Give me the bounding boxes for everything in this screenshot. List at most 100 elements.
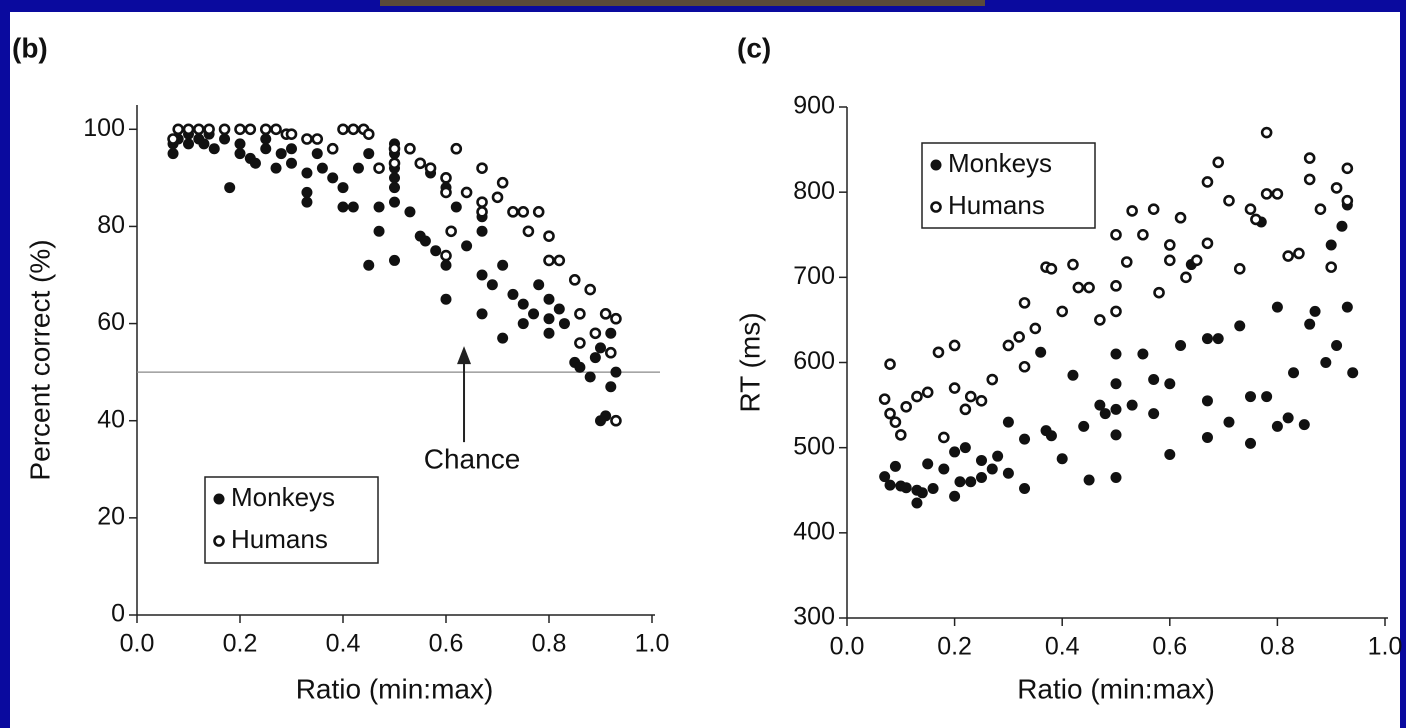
marker-filled <box>373 201 385 213</box>
marker-filled <box>213 493 225 505</box>
marker-filled <box>528 308 540 320</box>
marker-filled <box>1056 453 1068 465</box>
marker-open <box>889 416 902 428</box>
marker-open <box>1260 188 1273 200</box>
marker-filled <box>938 463 950 475</box>
marker-filled <box>389 196 400 208</box>
marker-open <box>1341 162 1354 175</box>
marker-open <box>1018 297 1031 309</box>
marker-open <box>610 312 622 325</box>
marker-filled <box>922 458 934 470</box>
marker-filled <box>1019 483 1031 495</box>
panel-label: (b) <box>12 32 48 63</box>
marker-filled <box>1309 305 1321 317</box>
legend-box <box>921 142 1096 229</box>
marker-open <box>604 346 617 359</box>
marker-filled <box>1245 437 1256 449</box>
y-tick-label: 300 <box>793 603 835 631</box>
marker-open <box>1045 263 1058 275</box>
marker-open <box>440 186 452 199</box>
marker-filled <box>404 206 416 218</box>
marker-open <box>921 386 934 399</box>
marker-filled <box>1282 412 1294 424</box>
x-tick-label: 0.8 <box>532 630 567 658</box>
marker-filled <box>450 201 462 213</box>
marker-open <box>460 186 473 199</box>
marker-open <box>1018 360 1031 373</box>
marker-open <box>553 254 566 267</box>
marker-open <box>986 373 999 386</box>
marker-open <box>445 225 457 238</box>
marker-open <box>532 206 545 218</box>
y-tick-label: 40 <box>97 405 125 433</box>
marker-open <box>404 142 416 155</box>
y-tick-label: 500 <box>793 432 835 460</box>
x-tick-label: 0.4 <box>326 630 361 658</box>
marker-open <box>964 390 977 403</box>
marker-open <box>1330 182 1343 194</box>
marker-filled <box>986 463 998 475</box>
marker-filled <box>916 487 928 499</box>
marker-open <box>599 308 612 320</box>
marker-filled <box>605 381 617 393</box>
marker-open <box>301 133 313 145</box>
marker-filled <box>486 279 498 291</box>
marker-filled <box>574 361 586 373</box>
marker-filled <box>234 148 246 160</box>
marker-filled <box>1331 339 1343 351</box>
marker-open <box>1067 258 1079 271</box>
marker-open <box>507 206 519 218</box>
marker-filled <box>543 327 555 339</box>
marker-filled <box>1110 403 1122 415</box>
y-tick-label: 700 <box>793 262 835 290</box>
marker-filled <box>517 318 529 330</box>
x-tick-label: 1.0 <box>1368 633 1403 661</box>
marker-filled <box>517 298 529 310</box>
y-tick-label: 900 <box>793 92 835 120</box>
marker-filled <box>1298 419 1310 431</box>
marker-open <box>543 230 555 242</box>
marker-open <box>948 382 961 394</box>
marker-filled <box>1164 378 1176 390</box>
marker-open <box>1201 176 1214 188</box>
marker-open <box>1153 286 1165 299</box>
marker-filled <box>363 259 375 271</box>
marker-filled <box>992 450 1004 462</box>
marker-filled <box>1045 430 1057 442</box>
marker-open <box>1013 331 1025 343</box>
marker-open <box>476 206 488 218</box>
marker-open <box>522 225 535 238</box>
marker-open <box>894 429 907 441</box>
marker-filled <box>533 279 545 291</box>
marker-open <box>213 535 225 547</box>
x-axis-label: Ratio (min:max) <box>1017 673 1215 704</box>
marker-open <box>1244 203 1257 215</box>
marker-open <box>610 414 622 427</box>
x-tick-label: 0.0 <box>120 630 155 658</box>
marker-filled <box>337 201 349 213</box>
marker-open <box>1190 254 1203 267</box>
marker-filled <box>610 366 622 378</box>
marker-open <box>1056 305 1068 318</box>
marker-open <box>1282 250 1294 262</box>
marker-filled <box>1320 357 1332 368</box>
marker-filled <box>198 138 210 150</box>
marker-filled <box>260 133 272 145</box>
marker-open <box>362 128 375 140</box>
marker-open <box>543 254 555 267</box>
marker-filled <box>605 327 617 339</box>
marker-open <box>440 172 452 184</box>
marker-filled <box>1245 391 1256 403</box>
marker-filled <box>301 186 313 198</box>
y-tick-label: 60 <box>97 308 125 336</box>
marker-filled <box>286 157 297 169</box>
marker-open <box>1072 281 1085 294</box>
y-tick-label: 400 <box>793 517 835 545</box>
marker-filled <box>440 293 452 305</box>
marker-open <box>1164 239 1176 251</box>
marker-open <box>574 337 586 349</box>
figure-panel <box>10 12 1400 728</box>
marker-filled <box>183 138 194 150</box>
x-tick-label: 0.2 <box>937 633 972 661</box>
marker-filled <box>1002 416 1014 428</box>
